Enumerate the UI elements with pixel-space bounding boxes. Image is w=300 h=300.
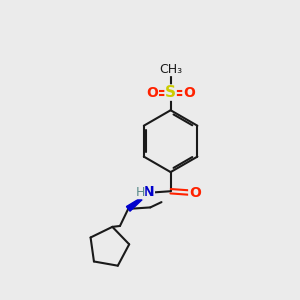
Text: O: O <box>146 85 158 100</box>
Text: O: O <box>183 85 195 100</box>
Text: CH₃: CH₃ <box>159 62 182 76</box>
Text: O: O <box>189 186 201 200</box>
Text: N: N <box>143 185 154 199</box>
Polygon shape <box>126 193 149 211</box>
Text: H: H <box>135 186 145 199</box>
Text: S: S <box>165 85 176 100</box>
